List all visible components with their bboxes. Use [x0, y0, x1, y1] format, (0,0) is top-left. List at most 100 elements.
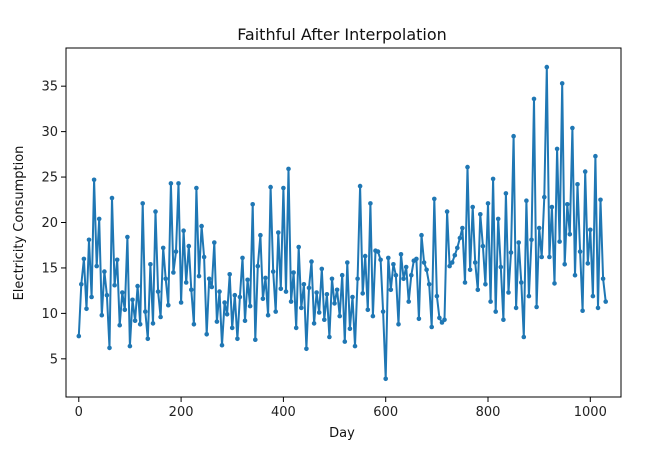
data-point — [109, 195, 115, 201]
data-point — [276, 230, 281, 235]
y-tick-label: 30 — [41, 125, 58, 140]
data-point — [457, 235, 463, 241]
y-tick-label: 10 — [41, 307, 58, 322]
data-point — [171, 270, 176, 275]
data-point — [334, 287, 340, 293]
data-point — [199, 223, 204, 229]
y-axis-label: Electricity Consumption — [12, 146, 27, 301]
data-point — [449, 260, 455, 265]
y-tick-label: 35 — [41, 80, 58, 95]
data-point — [534, 304, 539, 310]
x-tick-label: 1000 — [574, 405, 607, 420]
data-point — [585, 261, 591, 266]
data-point — [270, 269, 276, 274]
data-point — [127, 343, 133, 349]
data-point — [227, 272, 232, 277]
data-point — [140, 201, 145, 206]
data-point — [406, 299, 412, 304]
data-point — [401, 276, 406, 282]
y-tick-label: 15 — [41, 261, 58, 276]
data-point — [424, 267, 429, 273]
data-point — [189, 287, 194, 293]
data-point — [565, 202, 570, 207]
data-point — [120, 290, 125, 295]
data-point — [194, 185, 199, 191]
data-point — [498, 264, 504, 270]
data-point — [209, 284, 215, 290]
data-point — [598, 197, 603, 203]
data-point — [291, 270, 296, 275]
data-point — [380, 309, 386, 314]
data-point — [378, 257, 383, 263]
x-tick-label: 600 — [373, 405, 398, 420]
data-point — [293, 325, 299, 331]
data-point — [465, 164, 470, 170]
data-point — [437, 315, 442, 321]
data-point — [245, 277, 250, 283]
data-point — [345, 260, 350, 265]
data-point — [158, 314, 163, 320]
data-point — [360, 291, 366, 296]
data-point — [268, 184, 273, 190]
data-point — [135, 283, 140, 289]
data-point — [299, 305, 304, 311]
data-point — [288, 299, 294, 304]
data-point — [554, 146, 560, 152]
data-point — [357, 183, 363, 189]
data-point — [201, 254, 207, 260]
data-point — [163, 276, 168, 282]
data-point — [117, 322, 122, 328]
x-tick-label: 0 — [75, 405, 83, 420]
x-tick-label: 800 — [476, 405, 501, 420]
data-point — [485, 201, 491, 206]
data-point — [176, 181, 181, 186]
data-point — [462, 280, 468, 285]
data-point — [145, 336, 151, 342]
data-point — [391, 262, 396, 267]
data-point — [352, 343, 358, 349]
data-point — [143, 309, 148, 314]
y-tick-label: 20 — [41, 216, 58, 231]
data-point — [155, 289, 161, 294]
data-point — [350, 294, 355, 300]
data-point — [342, 339, 348, 344]
y-tick-label: 25 — [41, 171, 58, 186]
data-point — [442, 317, 447, 323]
data-point — [247, 303, 253, 309]
data-point — [577, 249, 583, 254]
data-point — [166, 302, 171, 308]
data-point — [567, 232, 573, 237]
data-point — [214, 319, 220, 324]
data-point — [196, 273, 202, 279]
data-point — [355, 276, 360, 282]
data-point — [539, 254, 544, 260]
data-point — [370, 313, 376, 319]
data-point — [204, 332, 209, 337]
data-point — [475, 287, 481, 293]
data-point — [388, 287, 394, 293]
data-point — [237, 294, 243, 300]
data-point — [493, 309, 499, 314]
data-point — [316, 310, 322, 315]
data-point — [396, 322, 401, 327]
x-tick-label: 400 — [271, 405, 296, 420]
data-point — [503, 191, 509, 196]
data-point — [472, 260, 478, 265]
data-point — [301, 282, 307, 287]
data-point — [419, 232, 424, 238]
data-point — [470, 204, 476, 210]
data-point — [178, 300, 184, 305]
data-point — [521, 334, 527, 340]
data-point — [582, 169, 588, 174]
data-point — [557, 239, 562, 244]
data-point — [260, 296, 266, 302]
data-point — [122, 307, 128, 313]
data-point — [181, 228, 186, 233]
data-point — [306, 285, 312, 291]
data-point — [314, 290, 319, 295]
data-point — [150, 321, 156, 326]
data-point — [91, 177, 97, 183]
series-line — [77, 66, 607, 380]
data-point — [455, 245, 460, 251]
